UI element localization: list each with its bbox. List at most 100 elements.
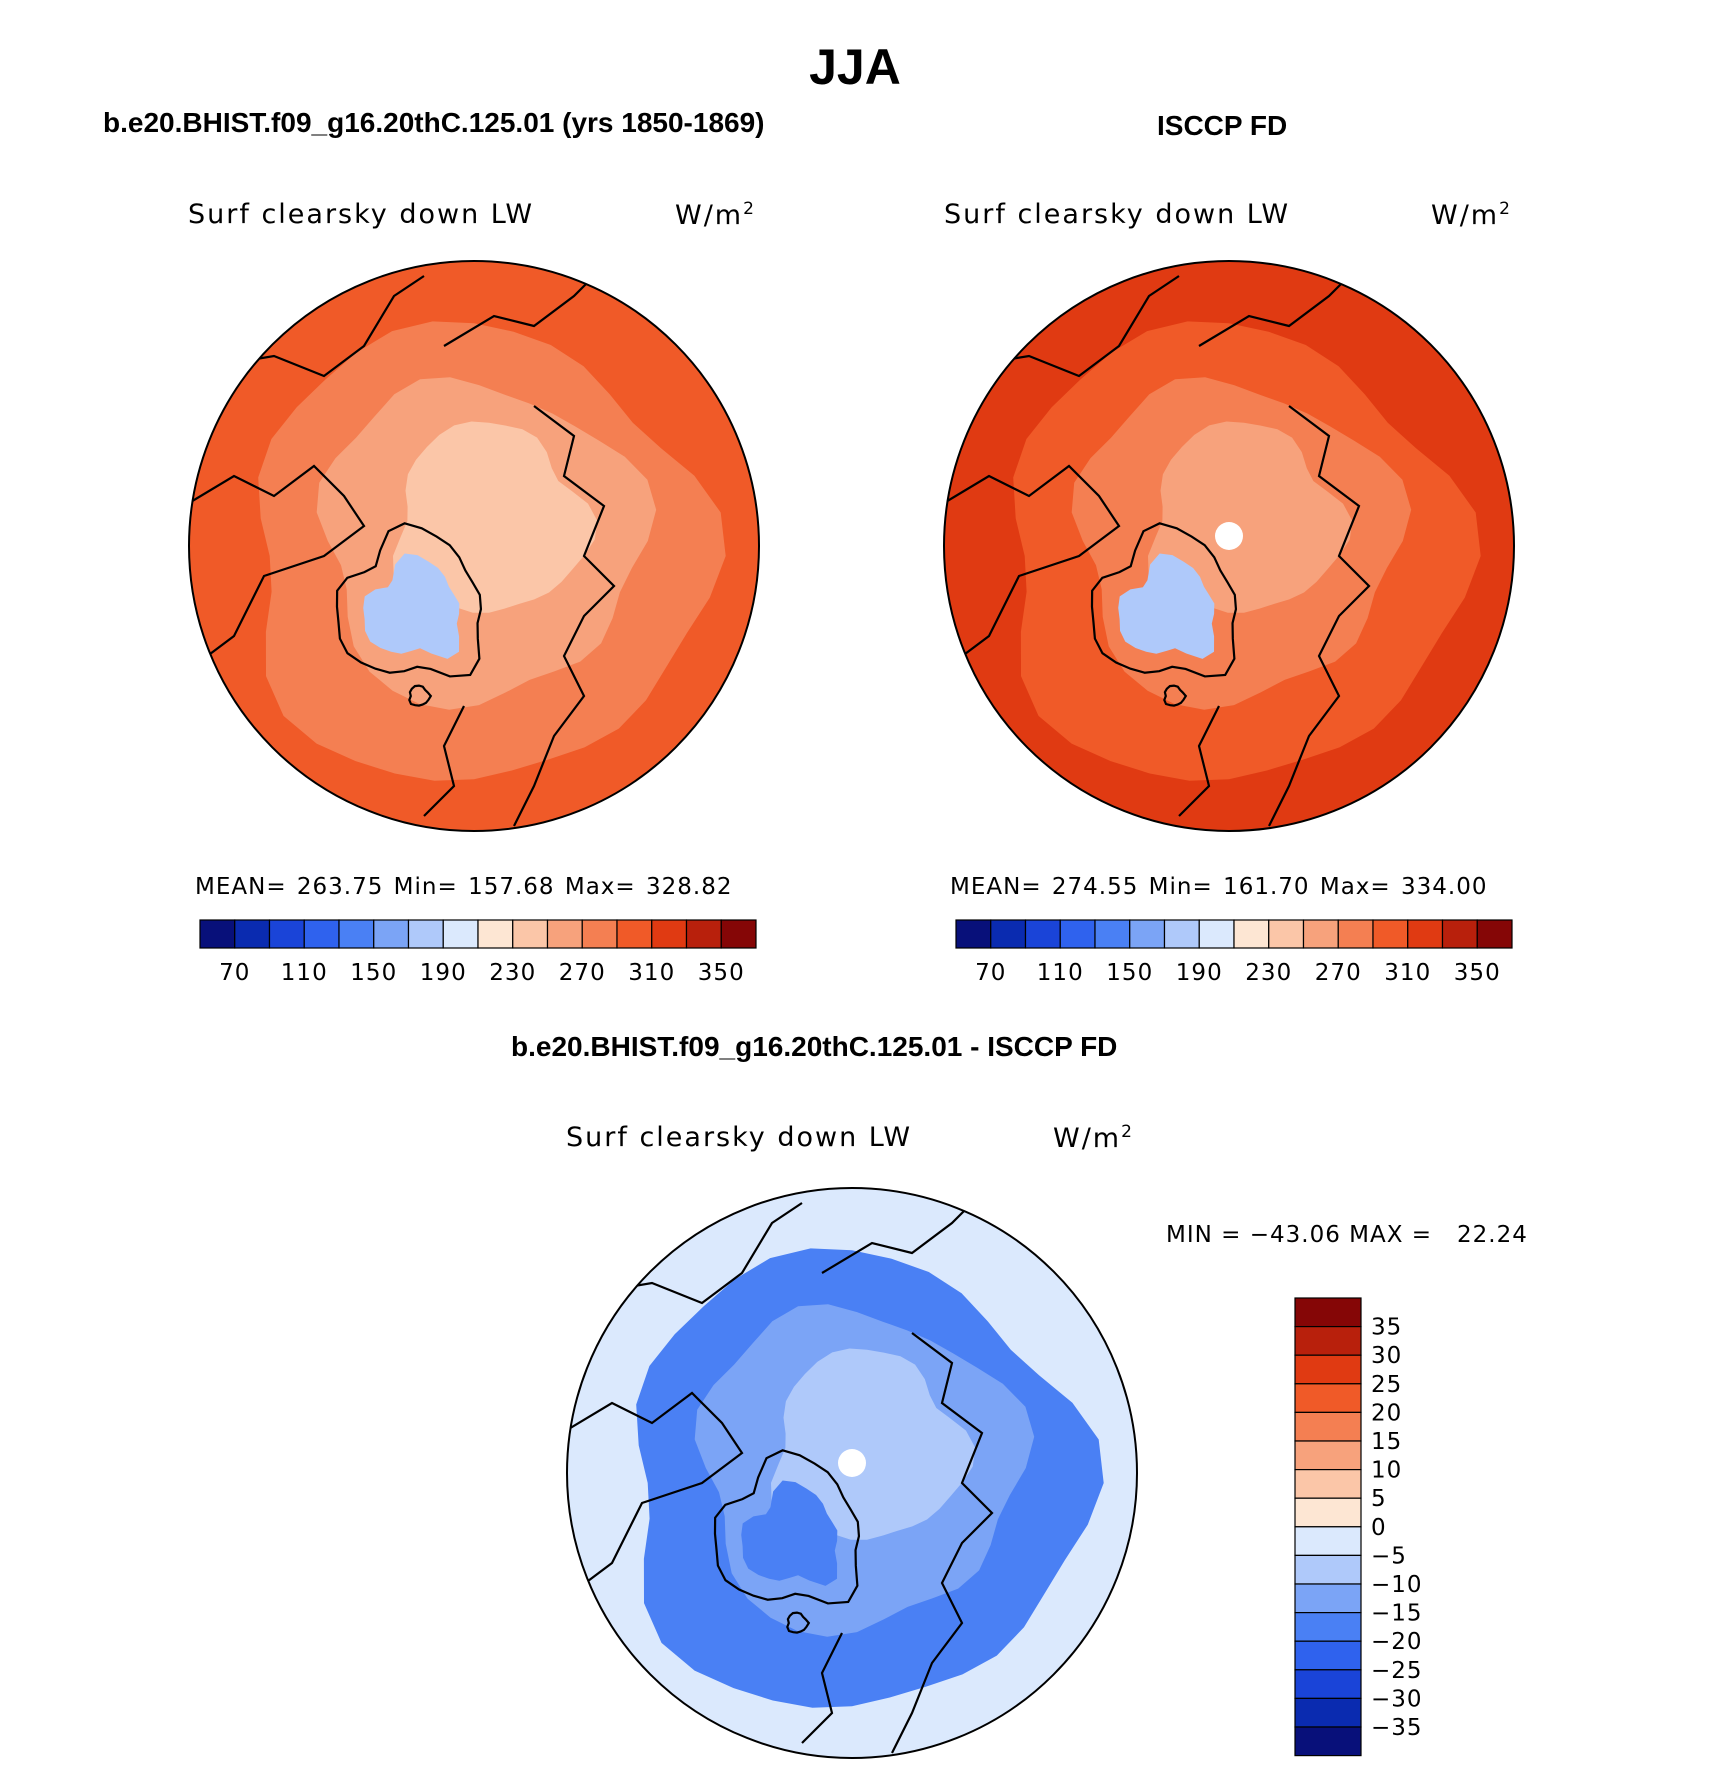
- map-field: [189, 261, 759, 831]
- colorbar-tick-label: 190: [420, 960, 467, 986]
- coastline-eurasia: [1268, 405, 1371, 827]
- obs-units-base: W/m: [1431, 200, 1500, 231]
- coastline-alaska: [213, 275, 425, 378]
- coastlines: [189, 265, 616, 827]
- colorbar-tick-label: 110: [1037, 960, 1084, 986]
- colorbar-tick-label: −35: [1371, 1715, 1423, 1741]
- colorbar-swatch: [1294, 1669, 1362, 1700]
- colorbar-swatch: [990, 919, 1027, 949]
- coastlines: [567, 1192, 994, 1754]
- colorbar-swatch: [1024, 919, 1061, 949]
- colorbar-swatch: [512, 919, 549, 949]
- colorbar-tick-label: 0: [1371, 1515, 1387, 1541]
- page-title: JJA: [809, 39, 901, 95]
- colorbar-swatch: [442, 919, 479, 949]
- coastline-north-america: [189, 464, 366, 667]
- colorbar-swatch: [1294, 1497, 1362, 1528]
- coastline-greenland: [713, 1449, 861, 1605]
- colorbar-tick-label: 150: [350, 960, 397, 986]
- colorbar-swatch: [651, 919, 688, 949]
- coastline-north-america: [567, 1391, 744, 1594]
- colorbar-swatch: [268, 919, 305, 949]
- colorbar-tick-label: −15: [1371, 1601, 1423, 1627]
- colorbar-swatch: [407, 919, 444, 949]
- colorbar-swatch: [373, 919, 410, 949]
- obs-subtitle: ISCCP FD: [1157, 110, 1288, 141]
- colorbar-swatch: [616, 919, 653, 949]
- colorbar-tick-label: 230: [489, 960, 536, 986]
- field-high-arctic: [1148, 421, 1353, 613]
- colorbar-swatch: [1441, 919, 1478, 949]
- coastline-greenland: [335, 522, 483, 678]
- coastline-greenland: [1090, 522, 1238, 678]
- colorbar-swatch: [1476, 919, 1513, 949]
- colorbar-swatch: [1059, 919, 1096, 949]
- colorbar-swatch: [1302, 919, 1339, 949]
- obs-colorbar: 70 110 150 190 230 270 310 350: [955, 919, 1513, 986]
- colorbar-swatch: [477, 919, 514, 949]
- colorbar-swatch: [234, 919, 271, 949]
- colorbar-swatch: [1294, 1611, 1362, 1642]
- coastline-british-isles: [1178, 705, 1220, 817]
- colorbar-swatch: [1129, 919, 1166, 949]
- colorbar-tick-label: 230: [1245, 960, 1292, 986]
- colorbar-tick-label: 190: [1176, 960, 1223, 986]
- diff-stats: MIN = −43.06 MAX = 22.24: [1166, 1222, 1528, 1248]
- colorbar-swatch: [1407, 919, 1444, 949]
- obs-units: W/m2: [1431, 199, 1512, 231]
- coastline-siberia-east: [1198, 265, 1360, 347]
- colorbar-swatch: [1094, 919, 1131, 949]
- field-greenland: [363, 553, 460, 659]
- colorbar-tick-label: −10: [1371, 1572, 1423, 1598]
- colorbar-tick-label: −30: [1371, 1686, 1423, 1712]
- colorbar-swatch: [1294, 1583, 1362, 1614]
- colorbar-tick-label: 30: [1371, 1343, 1402, 1369]
- coastline-siberia-east: [443, 265, 605, 347]
- map-boundary: [566, 1187, 1138, 1759]
- coastline-iceland: [408, 684, 433, 707]
- obs-units-exp: 2: [1499, 199, 1512, 219]
- colorbar-tick-label: 35: [1371, 1315, 1402, 1341]
- colorbar-swatch: [685, 919, 722, 949]
- model-stats: MEAN= 263.75 Min= 157.68 Max= 328.82: [195, 874, 733, 900]
- colorbar-swatch: [303, 919, 340, 949]
- map-boundary: [943, 260, 1515, 832]
- colorbar-swatch: [1268, 919, 1305, 949]
- colorbar-tick-label: 5: [1371, 1486, 1387, 1512]
- colorbar-swatch: [720, 919, 757, 949]
- colorbar-swatch: [1294, 1726, 1362, 1757]
- field-high-arctic: [771, 1348, 976, 1540]
- diff-units: W/m2: [1053, 1122, 1134, 1154]
- colorbar-tick-label: 70: [219, 960, 250, 986]
- model-variable-label: Surf clearsky down LW: [188, 199, 535, 230]
- diff-variable-label: Surf clearsky down LW: [566, 1122, 913, 1153]
- colorbar-tick-label: 110: [281, 960, 328, 986]
- obs-variable-label: Surf clearsky down LW: [944, 199, 1291, 230]
- colorbar-swatch: [955, 919, 992, 949]
- colorbar-tick-label: −25: [1371, 1658, 1423, 1684]
- obs-stats: MEAN= 274.55 Min= 161.70 Max= 334.00: [950, 874, 1488, 900]
- colorbar-tick-label: 20: [1371, 1400, 1402, 1426]
- colorbar-swatch: [1294, 1640, 1362, 1671]
- colorbar-tick-label: 70: [975, 960, 1006, 986]
- coastline-alaska: [968, 275, 1180, 378]
- map-boundary: [188, 260, 760, 832]
- colorbar-tick-label: −5: [1371, 1543, 1407, 1569]
- obs-map: [943, 260, 1515, 832]
- model-colorbar: 70 110 150 190 230 270 310 350: [199, 919, 757, 986]
- coastline-eurasia: [513, 405, 616, 827]
- field-greenland: [1118, 553, 1215, 659]
- colorbar-swatch: [581, 919, 618, 949]
- colorbar-tick-label: 150: [1106, 960, 1153, 986]
- pole-missing-data: [1215, 522, 1243, 550]
- colorbar-tick-label: 25: [1371, 1372, 1402, 1398]
- model-units: W/m2: [675, 199, 756, 231]
- colorbar-swatch: [1233, 919, 1270, 949]
- colorbar-tick-label: 270: [559, 960, 606, 986]
- colorbar-tick-label: 15: [1371, 1429, 1402, 1455]
- colorbar-tick-label: 310: [628, 960, 675, 986]
- colorbar-tick-label: 310: [1384, 960, 1431, 986]
- model-units-exp: 2: [743, 199, 756, 219]
